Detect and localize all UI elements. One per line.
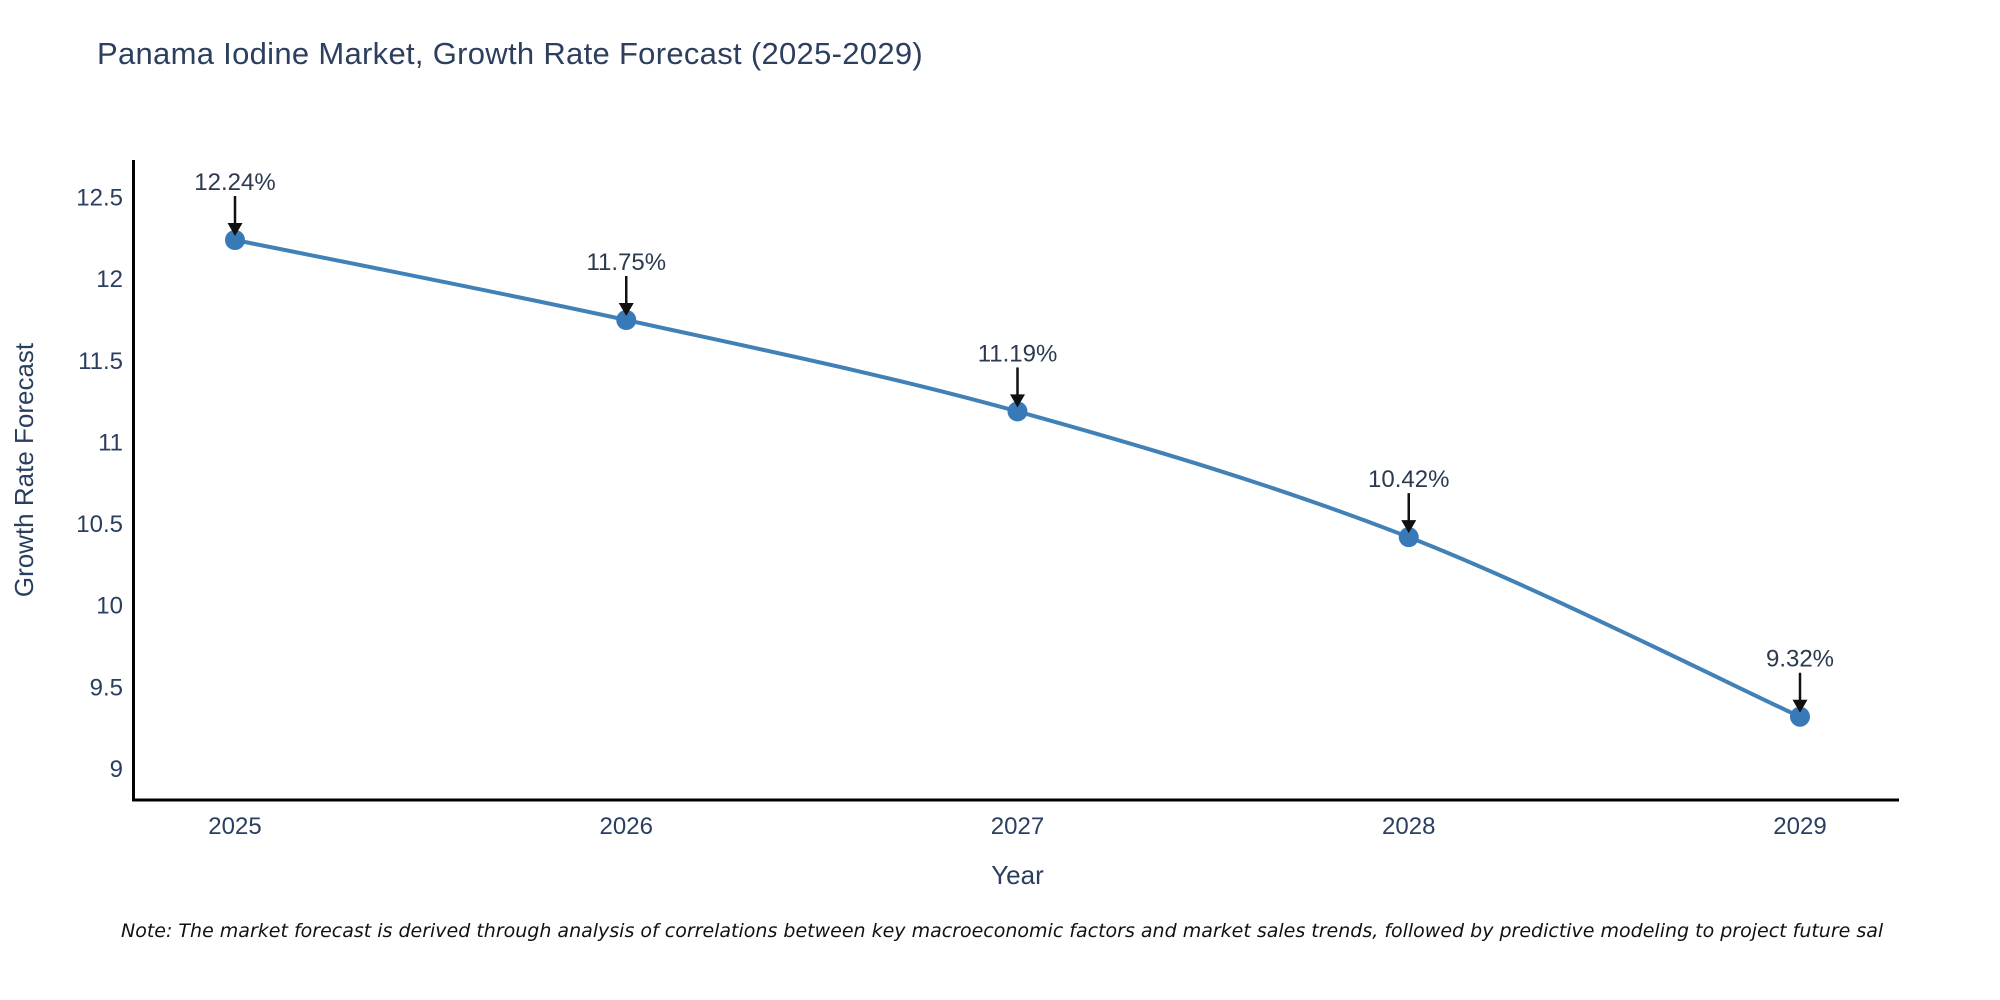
annotation-arrow-head-icon bbox=[1010, 394, 1025, 408]
y-tick-label: 12 bbox=[96, 266, 123, 293]
y-tick-label: 10.5 bbox=[76, 511, 123, 538]
x-tick-label: 2029 bbox=[1773, 813, 1826, 840]
chart-title: Panama Iodine Market, Growth Rate Foreca… bbox=[97, 36, 924, 71]
forecast-line bbox=[233, 238, 1802, 719]
y-tick-label: 9.5 bbox=[90, 674, 123, 701]
y-tick-label: 12.5 bbox=[76, 185, 123, 212]
data-point-marker bbox=[225, 230, 245, 250]
x-tick-label: 2027 bbox=[991, 813, 1044, 840]
data-point-label: 11.75% bbox=[586, 249, 666, 276]
annotation-arrow-head-icon bbox=[227, 223, 243, 236]
data-point-label: 10.42% bbox=[1368, 466, 1449, 493]
data-point-label: 9.32% bbox=[1766, 646, 1834, 673]
x-tick-label: 2026 bbox=[600, 813, 653, 840]
data-point-marker bbox=[1007, 401, 1028, 422]
x-axis-title: Year bbox=[991, 860, 1044, 890]
footnote: Note: The market forecast is derived thr… bbox=[121, 920, 1884, 942]
y-tick-label: 9 bbox=[110, 756, 123, 783]
x-tick-label: 2025 bbox=[208, 813, 261, 840]
y-tick-label: 10 bbox=[96, 593, 123, 620]
data-point-label: 11.19% bbox=[978, 340, 1058, 367]
data-point-label: 12.24% bbox=[194, 169, 275, 196]
y-axis-title: Growth Rate Forecast bbox=[9, 342, 39, 597]
x-tick-label: 2028 bbox=[1382, 813, 1435, 840]
y-tick-label: 11.5 bbox=[78, 348, 123, 375]
data-point-marker bbox=[1398, 527, 1419, 548]
y-tick-label: 11 bbox=[98, 429, 123, 456]
annotation-arrow-head-icon bbox=[1401, 520, 1417, 534]
data-point-marker bbox=[1790, 706, 1810, 727]
annotation-arrow-head-icon bbox=[618, 303, 634, 316]
annotation-arrow-head-icon bbox=[1792, 699, 1808, 713]
data-point-marker bbox=[616, 310, 637, 330]
